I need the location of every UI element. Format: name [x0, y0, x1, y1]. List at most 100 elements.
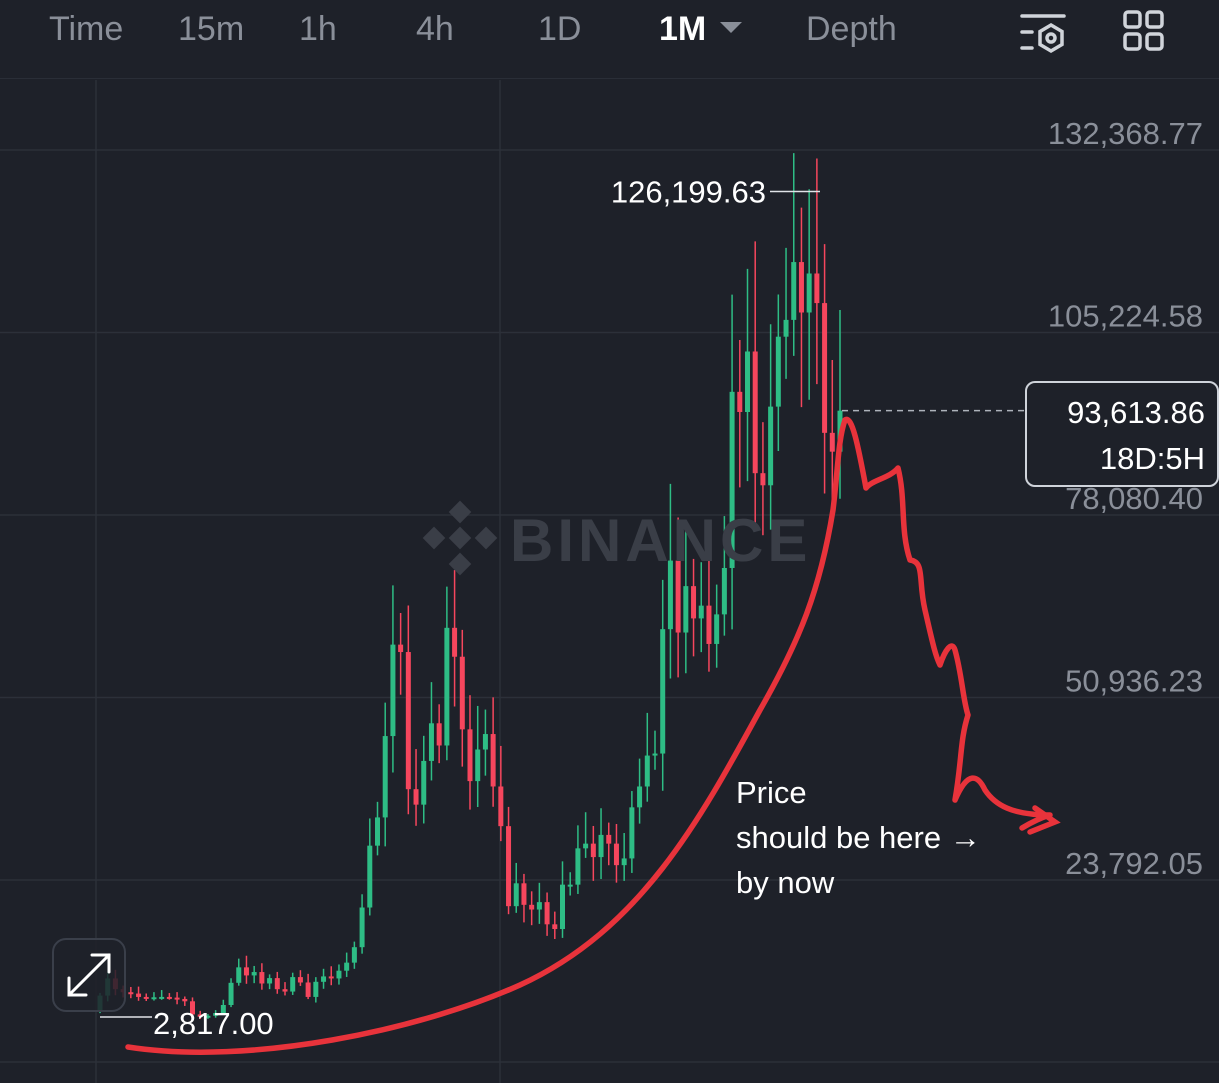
- candle: [367, 818, 373, 916]
- candle-body: [629, 807, 635, 859]
- candle: [428, 682, 434, 781]
- candle: [521, 873, 527, 923]
- predicted-drop-path: [842, 416, 1053, 831]
- candle-body: [290, 977, 296, 992]
- candle: [243, 955, 249, 984]
- annotation-text-line: by now: [736, 865, 835, 900]
- candle: [752, 241, 758, 530]
- tab-15m[interactable]: 15m: [178, 10, 245, 48]
- candle: [760, 422, 766, 536]
- tab-1h[interactable]: 1h: [299, 10, 337, 48]
- candle: [490, 697, 496, 807]
- hand-drawn-annotation: Price should be here → by now: [125, 416, 1061, 1055]
- candle: [714, 584, 720, 668]
- candle-body: [791, 262, 797, 320]
- candle: [798, 207, 804, 408]
- chart-settings-icon[interactable]: [1018, 8, 1070, 65]
- candle: [305, 973, 311, 1000]
- candle: [691, 558, 697, 657]
- candle-body: [382, 736, 388, 818]
- candle-body: [637, 786, 643, 808]
- candle: [644, 712, 650, 802]
- candle: [613, 824, 619, 883]
- candle: [552, 911, 558, 940]
- y-tick-label: 23,792.05: [1065, 846, 1203, 881]
- candle-body: [166, 996, 172, 999]
- annotation-text-line: Price: [736, 775, 807, 810]
- annotation-text-line: should be here →: [736, 820, 981, 855]
- candle: [390, 585, 396, 773]
- candle-body: [328, 976, 334, 979]
- candle: [344, 952, 350, 977]
- candle: [205, 1014, 211, 1019]
- candle-body: [190, 1001, 195, 1015]
- current-price-box: 93,613.86 18D:5H: [1025, 381, 1219, 487]
- candle-body: [274, 978, 280, 990]
- candle-body: [667, 560, 673, 630]
- candle: [413, 749, 419, 826]
- candle-body: [806, 273, 812, 313]
- candle: [652, 730, 658, 770]
- candle: [606, 822, 612, 866]
- candle: [536, 882, 542, 924]
- candle-body: [467, 729, 473, 782]
- candle-body: [143, 996, 149, 999]
- candle-body: [344, 962, 350, 971]
- candle: [351, 941, 357, 969]
- tab-1d[interactable]: 1D: [538, 10, 582, 48]
- candle-body: [798, 262, 804, 313]
- candle-body: [444, 627, 450, 746]
- y-tick-label: 132,368.77: [1048, 116, 1203, 151]
- candle: [745, 268, 750, 482]
- candle-body: [259, 972, 265, 984]
- grid-layout-icon[interactable]: [1120, 8, 1172, 65]
- candle-body: [375, 817, 380, 846]
- candle-body: [267, 978, 273, 984]
- candle: [143, 993, 149, 1001]
- candle: [405, 605, 411, 815]
- candle: [251, 965, 257, 984]
- candle: [274, 971, 280, 994]
- tab-1m[interactable]: 1M: [659, 10, 743, 49]
- candle-body: [182, 998, 188, 1002]
- candle-body: [529, 904, 535, 910]
- candle: [421, 735, 427, 824]
- candle-body: [683, 586, 689, 633]
- candle-body: [675, 560, 681, 633]
- tab-depth[interactable]: Depth: [806, 10, 897, 48]
- candle-body: [729, 391, 735, 568]
- candle-body: [714, 614, 720, 644]
- candle: [174, 992, 180, 1005]
- tab-4h[interactable]: 4h: [416, 10, 454, 48]
- candle-body: [737, 391, 743, 413]
- candle-body: [321, 976, 327, 982]
- candle-body: [490, 734, 496, 787]
- candle: [482, 709, 488, 776]
- candle-body: [305, 982, 311, 997]
- candle-body: [351, 947, 357, 963]
- candle: [190, 997, 195, 1018]
- candle-body: [513, 883, 519, 907]
- expand-chart-button[interactable]: [52, 938, 126, 1012]
- candle-body: [482, 734, 488, 750]
- candle-body: [174, 997, 180, 1000]
- expand-icon: [67, 953, 111, 997]
- candle-body: [552, 924, 558, 930]
- candle: [290, 972, 296, 995]
- candle: [228, 978, 234, 1008]
- candle-body: [521, 883, 527, 905]
- candle: [667, 483, 673, 679]
- candle: [336, 964, 342, 985]
- candle: [313, 977, 319, 1003]
- chart-grid: [0, 80, 1219, 1083]
- candle-body: [760, 473, 766, 486]
- candle: [151, 992, 157, 1001]
- y-axis: 132,368.77105,224.5878,080.4050,936.2323…: [1048, 116, 1203, 881]
- chevron-down-icon: [720, 21, 743, 33]
- candle: [675, 517, 681, 678]
- growth-curve: [125, 417, 848, 1055]
- candle-body: [390, 644, 396, 737]
- candle: [166, 993, 172, 1000]
- tab-time[interactable]: Time: [49, 10, 124, 48]
- high-price-label: 126,199.63: [611, 174, 766, 209]
